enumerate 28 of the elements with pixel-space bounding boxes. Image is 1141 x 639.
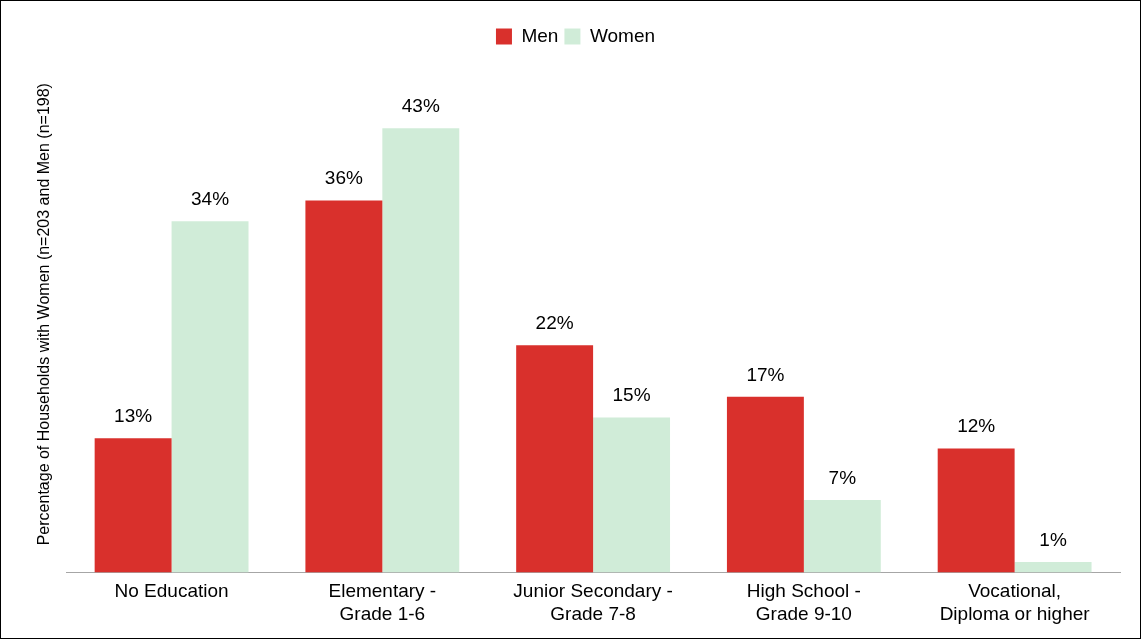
legend-label: Men	[521, 24, 559, 46]
bar	[1014, 562, 1092, 573]
bar	[171, 221, 249, 573]
bar	[593, 417, 671, 573]
bar	[382, 128, 460, 573]
x-tick-label: Elementary - Grade 1-6	[328, 580, 437, 624]
data-label: 13%	[114, 404, 153, 426]
data-label: 7%	[828, 466, 857, 488]
x-tick-label: Junior Secondary - Grade 7-8	[513, 580, 673, 624]
data-label: 22%	[535, 311, 574, 333]
data-label: 43%	[401, 95, 440, 117]
bar	[516, 345, 594, 573]
x-tick-label: High School - Grade 9-10	[746, 580, 861, 624]
x-tick-label: No Education	[114, 580, 229, 602]
bar	[937, 448, 1015, 573]
bar	[726, 396, 804, 573]
data-label: 36%	[324, 167, 363, 189]
data-label: 15%	[612, 384, 651, 406]
bar	[803, 500, 881, 573]
bar	[94, 438, 172, 573]
data-label: 1%	[1039, 528, 1067, 550]
x-tick-label: Vocational, Diploma or higher	[939, 580, 1091, 624]
data-label: 34%	[191, 187, 230, 209]
data-label: 12%	[957, 415, 996, 437]
data-label: 17%	[746, 363, 785, 385]
bar	[305, 200, 383, 573]
legend-label: Women	[589, 24, 656, 46]
y-axis-title: Percentage of Households with Women (n=203 and Men (n=198)	[35, 83, 53, 546]
